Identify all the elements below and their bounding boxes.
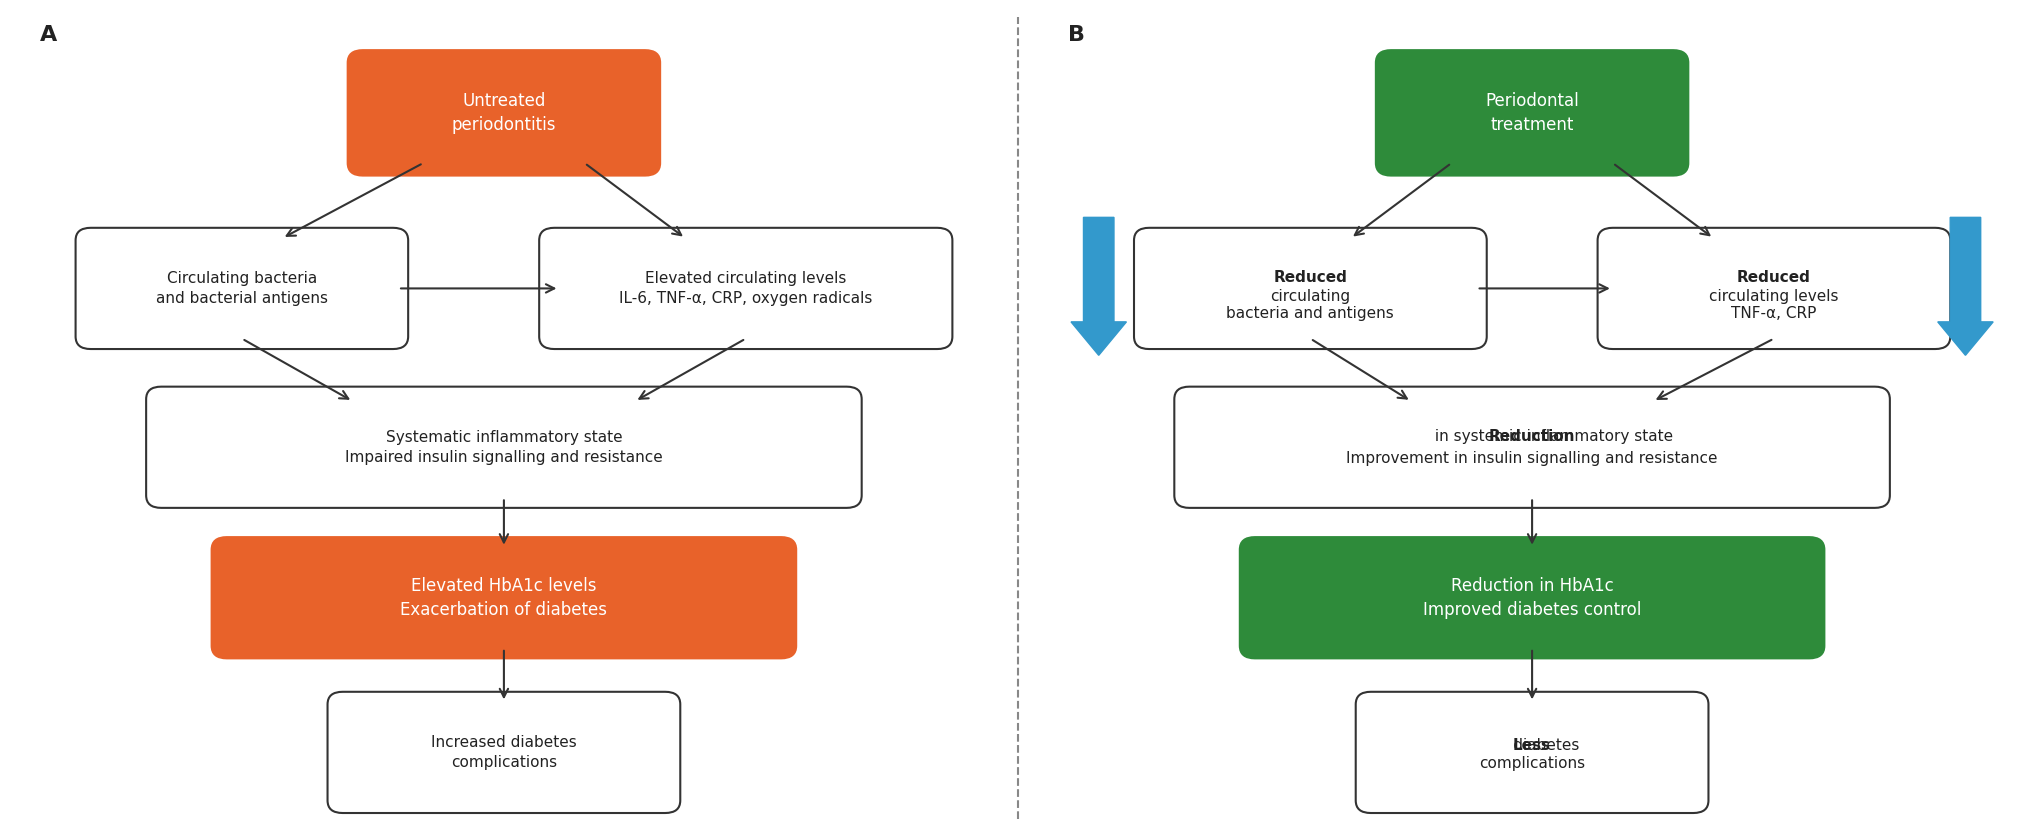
Text: Reduction in HbA1c
Improved diabetes control: Reduction in HbA1c Improved diabetes con… <box>1423 577 1641 619</box>
FancyBboxPatch shape <box>540 227 953 349</box>
FancyBboxPatch shape <box>348 50 660 176</box>
FancyBboxPatch shape <box>1376 50 1688 176</box>
FancyBboxPatch shape <box>1356 692 1708 813</box>
Text: Reduced: Reduced <box>1272 270 1348 285</box>
Text: Untreated
periodontitis: Untreated periodontitis <box>452 92 556 134</box>
Text: in systemic inflammatory state: in systemic inflammatory state <box>1391 429 1674 444</box>
Text: complications: complications <box>1478 756 1586 771</box>
FancyBboxPatch shape <box>75 227 407 349</box>
Text: Reduction: Reduction <box>1488 429 1576 444</box>
FancyBboxPatch shape <box>212 538 796 659</box>
Text: Reduced: Reduced <box>1737 270 1810 285</box>
Text: B: B <box>1069 25 1085 45</box>
Text: Less: Less <box>1513 738 1551 753</box>
Text: bacteria and antigens: bacteria and antigens <box>1226 306 1395 321</box>
Text: Periodontal
treatment: Periodontal treatment <box>1484 92 1580 134</box>
FancyBboxPatch shape <box>1175 386 1889 508</box>
Text: Circulating bacteria
and bacterial antigens: Circulating bacteria and bacterial antig… <box>157 271 328 306</box>
Text: circulating: circulating <box>1270 289 1350 304</box>
Text: circulating levels: circulating levels <box>1708 289 1839 304</box>
Text: Increased diabetes
complications: Increased diabetes complications <box>432 735 576 770</box>
FancyBboxPatch shape <box>1240 538 1824 659</box>
Text: Improvement in insulin signalling and resistance: Improvement in insulin signalling and re… <box>1346 451 1718 466</box>
Text: diabetes: diabetes <box>1484 738 1580 753</box>
Text: Elevated circulating levels
IL-6, TNF-α, CRP, oxygen radicals: Elevated circulating levels IL-6, TNF-α,… <box>619 271 873 306</box>
Polygon shape <box>1071 217 1126 355</box>
FancyBboxPatch shape <box>328 692 680 813</box>
FancyBboxPatch shape <box>1598 227 1950 349</box>
Polygon shape <box>1938 217 1993 355</box>
FancyBboxPatch shape <box>147 386 861 508</box>
FancyBboxPatch shape <box>1134 227 1486 349</box>
Text: TNF-α, CRP: TNF-α, CRP <box>1731 306 1816 321</box>
Text: Systematic inflammatory state
Impaired insulin signalling and resistance: Systematic inflammatory state Impaired i… <box>344 430 664 465</box>
Text: A: A <box>41 25 57 45</box>
Text: Elevated HbA1c levels
Exacerbation of diabetes: Elevated HbA1c levels Exacerbation of di… <box>401 577 607 619</box>
